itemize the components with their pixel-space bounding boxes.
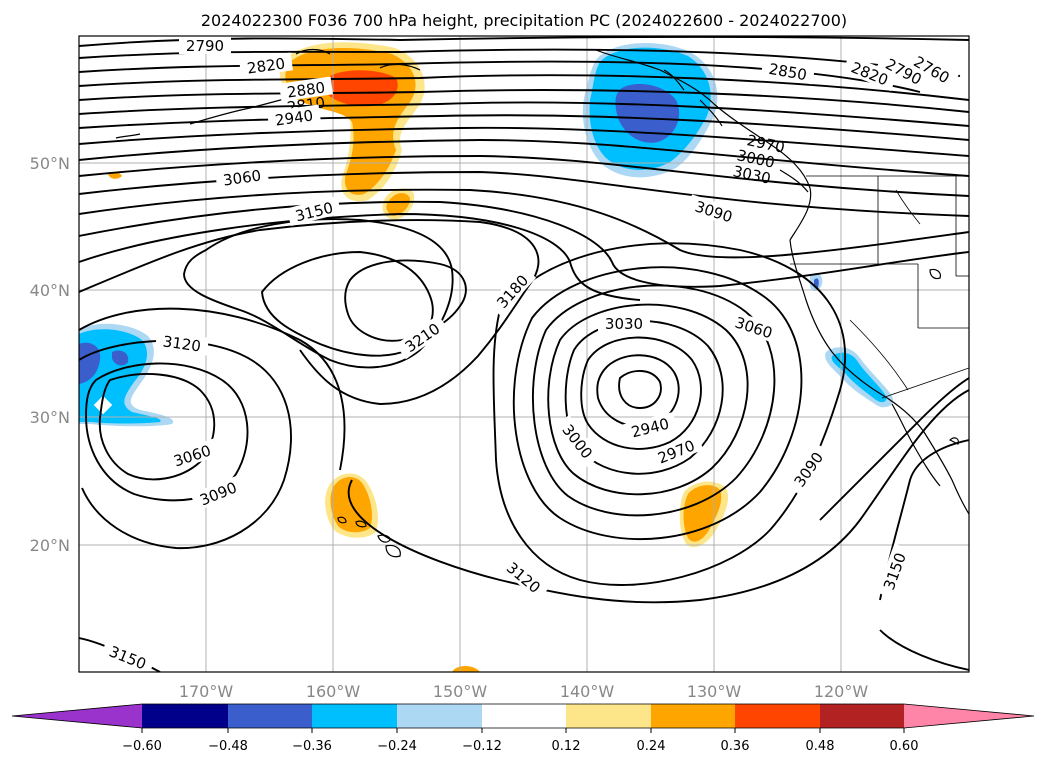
colorbar-segment xyxy=(566,704,651,728)
lon-label: 140°W xyxy=(560,682,615,701)
colorbar-ticks xyxy=(141,728,905,733)
lon-label: 120°W xyxy=(814,682,869,701)
colorbar-tick-label: 0.36 xyxy=(721,739,750,754)
colorbar-tick-label: 0.24 xyxy=(637,739,666,754)
lat-label: 40°N xyxy=(30,281,70,300)
colorbar-segment xyxy=(397,704,482,728)
lat-label: 50°N xyxy=(30,154,70,173)
contour-label: 3030 xyxy=(605,315,643,333)
precip-small-a-in xyxy=(386,193,410,216)
contour-label: 3120 xyxy=(162,332,202,355)
lon-label: 130°W xyxy=(687,682,742,701)
precip-0.24-east xyxy=(683,485,722,542)
colorbar-segment xyxy=(820,704,904,728)
contour-label: 2820 xyxy=(246,54,286,77)
colorbar-segment xyxy=(312,704,397,728)
lat-label: 20°N xyxy=(30,536,70,555)
contour-label: 2880 xyxy=(286,78,326,101)
colorbar-extend-low xyxy=(12,704,142,728)
latitude-labels: 50°N 40°N 30°N 20°N xyxy=(30,154,70,555)
colorbar-segment xyxy=(735,704,820,728)
precip-m036-gulf xyxy=(615,84,680,143)
map-area: 2790 2820 2880 2810 2940 3060 3150 3210 … xyxy=(79,36,969,672)
lon-label: 170°W xyxy=(179,682,234,701)
colorbar-tick-labels: −0.60 −0.48 −0.36 −0.24 −0.12 0.12 0.24 … xyxy=(122,739,918,754)
precip-bottom-sliver xyxy=(452,666,480,672)
lon-label: 150°W xyxy=(433,682,488,701)
colorbar-tick-label: −0.48 xyxy=(208,739,248,754)
colorbar-segment xyxy=(228,704,312,728)
colorbar-tick-label: −0.60 xyxy=(122,739,162,754)
colorbar-segment xyxy=(482,704,566,728)
precip-m036-west-b xyxy=(112,350,129,366)
contour-label: 2940 xyxy=(274,106,314,129)
colorbar-tick-label: −0.24 xyxy=(377,739,417,754)
colorbar-tick-label: −0.12 xyxy=(462,739,502,754)
colorbar-segment xyxy=(142,704,228,728)
map-frame xyxy=(78,35,970,673)
figure-title: 2024022300 F036 700 hPa height, precipit… xyxy=(201,11,847,30)
coastlines xyxy=(115,48,969,558)
colorbar-tick-label: −0.36 xyxy=(292,739,332,754)
colorbar-tick-label: 0.60 xyxy=(890,739,919,754)
precip-diamond xyxy=(92,394,114,416)
colorbar-segment xyxy=(651,704,735,728)
colorbar-tick-label: 0.12 xyxy=(552,739,581,754)
longitude-labels: 170°W 160°W 150°W 140°W 130°W 120°W xyxy=(179,682,869,701)
contour-label: 2790 xyxy=(186,37,224,55)
colorbar-extend-high xyxy=(904,704,1034,728)
lon-label: 160°W xyxy=(306,682,361,701)
colorbar-tick-label: 0.48 xyxy=(806,739,835,754)
lat-label: 30°N xyxy=(30,408,70,427)
colorbar: −0.60 −0.48 −0.36 −0.24 −0.12 0.12 0.24 … xyxy=(11,703,1035,754)
political-borders xyxy=(790,175,969,399)
contour-label: 3060 xyxy=(222,166,262,189)
